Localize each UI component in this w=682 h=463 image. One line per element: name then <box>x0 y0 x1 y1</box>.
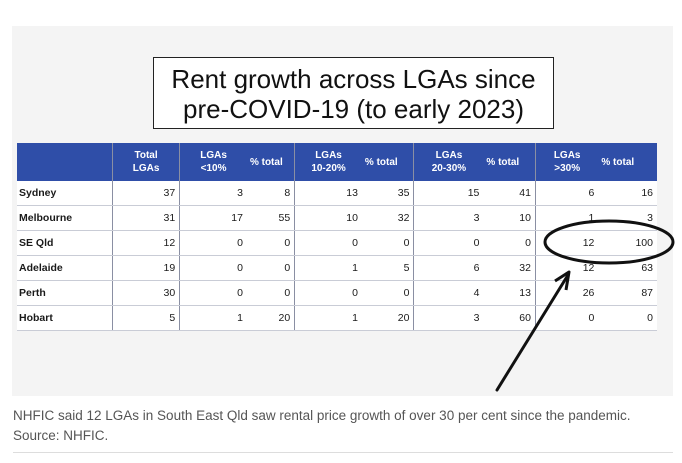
row-label: SE Qld <box>17 230 113 256</box>
table-row: Sydney 37 3 8 13 35 15 41 6 16 <box>17 181 657 206</box>
table-cell: 20 <box>361 305 414 331</box>
table-cell: 0 <box>246 255 295 281</box>
table-cell: 0 <box>179 255 247 281</box>
figure-title: Rent growth across LGAs since pre-COVID-… <box>153 57 554 129</box>
table-cell: 0 <box>361 230 414 256</box>
row-label: Melbourne <box>17 205 113 231</box>
table-cell: 4 <box>413 280 484 306</box>
row-label: Adelaide <box>17 255 113 281</box>
table-cell: 0 <box>483 230 536 256</box>
table-cell: 0 <box>294 230 362 256</box>
caption-source: Source: NHFIC. <box>13 428 109 443</box>
caption-text: NHFIC said 12 LGAs in South East Qld saw… <box>13 408 631 423</box>
table-cell: 0 <box>294 280 362 306</box>
rent-growth-table: Total LGAs LGAs <10% % total LGAs 10-20% % … <box>17 143 657 331</box>
table-cell: 0 <box>179 280 247 306</box>
table-cell: 0 <box>179 230 247 256</box>
table-cell: 0 <box>534 305 599 331</box>
table-cell: 41 <box>483 181 536 206</box>
header-cell: LGAs <10% <box>179 143 247 181</box>
figure-image: Rent growth across LGAs since pre-COVID-… <box>12 26 673 396</box>
table-cell: 15 <box>413 181 484 206</box>
table-cell: 10 <box>294 205 362 231</box>
table-cell: 5 <box>111 305 180 331</box>
table-cell: 31 <box>111 205 180 231</box>
table-cell: 0 <box>246 230 295 256</box>
header-cell: LGAs 10-20% <box>294 143 362 181</box>
row-label: Sydney <box>17 181 113 206</box>
divider <box>13 452 673 453</box>
header-cell: LGAs 20-30% <box>413 143 484 181</box>
table-cell: 0 <box>598 305 657 331</box>
table-cell: 1 <box>294 305 362 331</box>
table-cell: 63 <box>598 255 657 281</box>
header-cell: % total <box>598 143 657 181</box>
table-cell: 3 <box>598 205 657 231</box>
table-cell: 55 <box>246 205 295 231</box>
table-cell: 60 <box>483 305 536 331</box>
table-cell: 0 <box>361 280 414 306</box>
table-cell: 10 <box>483 205 536 231</box>
table-row: Perth 30 0 0 0 0 4 13 26 87 <box>17 280 657 306</box>
table-cell: 8 <box>246 181 295 206</box>
table-cell: 5 <box>361 255 414 281</box>
table-cell: 6 <box>534 181 599 206</box>
row-label: Hobart <box>17 305 113 331</box>
table-row: Hobart 5 1 20 1 20 3 60 0 0 <box>17 305 657 331</box>
table-cell: 13 <box>483 280 536 306</box>
table-cell: 12 <box>534 230 599 256</box>
table-cell: 100 <box>598 230 657 256</box>
header-cell: % total <box>246 143 295 181</box>
table-header-row: Total LGAs LGAs <10% % total LGAs 10-20% % … <box>17 143 657 181</box>
table-cell: 1 <box>294 255 362 281</box>
header-cell: LGAs >30% <box>534 143 599 181</box>
table-cell: 1 <box>179 305 247 331</box>
table-row: Adelaide 19 0 0 1 5 6 32 12 63 <box>17 255 657 281</box>
table-cell: 32 <box>361 205 414 231</box>
header-cell: % total <box>361 143 414 181</box>
table-row: SE Qld 12 0 0 0 0 0 0 12 100 <box>17 230 657 256</box>
table-cell: 19 <box>111 255 180 281</box>
table-row: Melbourne 31 17 55 10 32 3 10 1 3 <box>17 205 657 231</box>
table-cell: 35 <box>361 181 414 206</box>
table-cell: 3 <box>413 305 484 331</box>
table-cell: 0 <box>246 280 295 306</box>
image-caption: NHFIC said 12 LGAs in South East Qld saw… <box>13 406 673 446</box>
table-cell: 30 <box>111 280 180 306</box>
header-cell <box>17 143 113 181</box>
table-cell: 26 <box>534 280 599 306</box>
table-cell: 12 <box>111 230 180 256</box>
table-cell: 12 <box>534 255 599 281</box>
table-cell: 32 <box>483 255 536 281</box>
table-cell: 1 <box>534 205 599 231</box>
header-cell: % total <box>483 143 536 181</box>
table-cell: 20 <box>246 305 295 331</box>
row-label: Perth <box>17 280 113 306</box>
table-cell: 3 <box>179 181 247 206</box>
table-cell: 13 <box>294 181 362 206</box>
figure-title-line-1: Rent growth across LGAs since <box>171 64 536 94</box>
figure-title-line-2: pre-COVID-19 (to early 2023) <box>182 94 525 124</box>
table-cell: 3 <box>413 205 484 231</box>
table-cell: 87 <box>598 280 657 306</box>
table-cell: 16 <box>598 181 657 206</box>
table-cell: 37 <box>111 181 180 206</box>
table-cell: 17 <box>179 205 247 231</box>
table-cell: 6 <box>413 255 484 281</box>
table-cell: 0 <box>413 230 484 256</box>
header-cell: Total LGAs <box>111 143 180 181</box>
